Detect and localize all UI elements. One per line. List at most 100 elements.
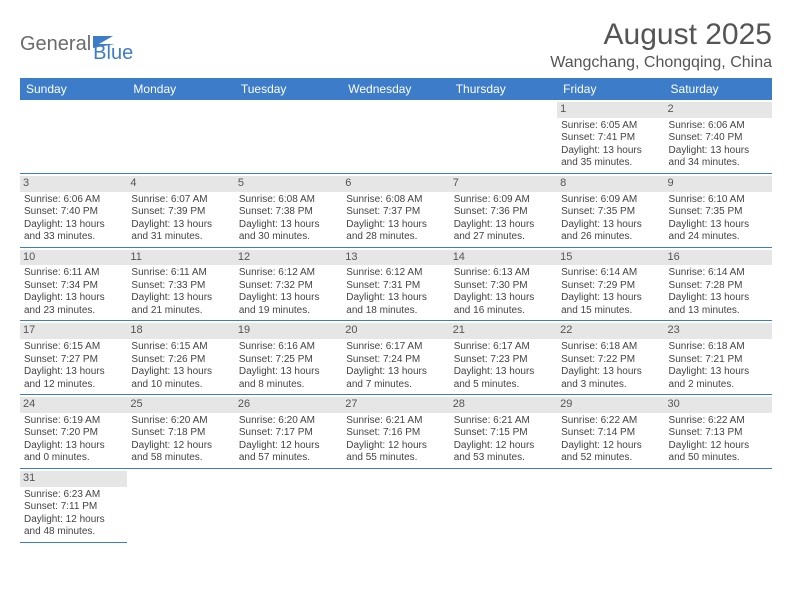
- daylight-text: Daylight: 13 hours and 31 minutes.: [131, 219, 230, 244]
- day-number: 10: [20, 250, 127, 266]
- calendar-cell: 9Sunrise: 6:10 AMSunset: 7:35 PMDaylight…: [665, 173, 772, 247]
- calendar-week-row: 1Sunrise: 6:05 AMSunset: 7:41 PMDaylight…: [20, 100, 772, 173]
- day-number: 4: [127, 176, 234, 192]
- calendar-cell: 4Sunrise: 6:07 AMSunset: 7:39 PMDaylight…: [127, 173, 234, 247]
- sunset-text: Sunset: 7:20 PM: [24, 427, 123, 440]
- daylight-text: Daylight: 12 hours and 52 minutes.: [561, 440, 660, 465]
- daylight-text: Daylight: 13 hours and 0 minutes.: [24, 440, 123, 465]
- calendar-cell: 26Sunrise: 6:20 AMSunset: 7:17 PMDayligh…: [235, 395, 342, 469]
- daylight-text: Daylight: 13 hours and 8 minutes.: [239, 366, 338, 391]
- day-header-sun: Sunday: [20, 78, 127, 100]
- day-number: 5: [235, 176, 342, 192]
- sunrise-text: Sunrise: 6:05 AM: [561, 120, 660, 133]
- calendar-cell: 13Sunrise: 6:12 AMSunset: 7:31 PMDayligh…: [342, 247, 449, 321]
- daylight-text: Daylight: 13 hours and 27 minutes.: [454, 219, 553, 244]
- daylight-text: Daylight: 13 hours and 16 minutes.: [454, 292, 553, 317]
- calendar-cell: 24Sunrise: 6:19 AMSunset: 7:20 PMDayligh…: [20, 395, 127, 469]
- day-number: 21: [450, 323, 557, 339]
- calendar-page: General Blue August 2025 Wangchang, Chon…: [0, 0, 792, 553]
- logo: General Blue: [20, 24, 133, 65]
- calendar-week-row: 17Sunrise: 6:15 AMSunset: 7:27 PMDayligh…: [20, 321, 772, 395]
- sunset-text: Sunset: 7:23 PM: [454, 354, 553, 367]
- day-number: 23: [665, 323, 772, 339]
- daylight-text: Daylight: 13 hours and 19 minutes.: [239, 292, 338, 317]
- calendar-week-row: 24Sunrise: 6:19 AMSunset: 7:20 PMDayligh…: [20, 395, 772, 469]
- calendar-cell: 18Sunrise: 6:15 AMSunset: 7:26 PMDayligh…: [127, 321, 234, 395]
- day-header-fri: Friday: [557, 78, 664, 100]
- sunset-text: Sunset: 7:28 PM: [669, 280, 768, 293]
- daylight-text: Daylight: 13 hours and 12 minutes.: [24, 366, 123, 391]
- day-number: 20: [342, 323, 449, 339]
- day-number: 19: [235, 323, 342, 339]
- daylight-text: Daylight: 13 hours and 15 minutes.: [561, 292, 660, 317]
- daylight-text: Daylight: 13 hours and 23 minutes.: [24, 292, 123, 317]
- sunrise-text: Sunrise: 6:06 AM: [24, 194, 123, 207]
- daylight-text: Daylight: 12 hours and 58 minutes.: [131, 440, 230, 465]
- sunset-text: Sunset: 7:26 PM: [131, 354, 230, 367]
- calendar-cell: [127, 100, 234, 173]
- sunrise-text: Sunrise: 6:08 AM: [346, 194, 445, 207]
- day-number: 8: [557, 176, 664, 192]
- calendar-cell: 28Sunrise: 6:21 AMSunset: 7:15 PMDayligh…: [450, 395, 557, 469]
- title-block: August 2025 Wangchang, Chongqing, China: [550, 18, 772, 72]
- daylight-text: Daylight: 13 hours and 34 minutes.: [669, 145, 768, 170]
- day-number: 6: [342, 176, 449, 192]
- daylight-text: Daylight: 13 hours and 18 minutes.: [346, 292, 445, 317]
- calendar-cell: 22Sunrise: 6:18 AMSunset: 7:22 PMDayligh…: [557, 321, 664, 395]
- calendar-cell: 16Sunrise: 6:14 AMSunset: 7:28 PMDayligh…: [665, 247, 772, 321]
- daylight-text: Daylight: 12 hours and 57 minutes.: [239, 440, 338, 465]
- sunrise-text: Sunrise: 6:11 AM: [24, 267, 123, 280]
- day-number: 16: [665, 250, 772, 266]
- calendar-cell: 3Sunrise: 6:06 AMSunset: 7:40 PMDaylight…: [20, 173, 127, 247]
- calendar-week-row: 10Sunrise: 6:11 AMSunset: 7:34 PMDayligh…: [20, 247, 772, 321]
- sunrise-text: Sunrise: 6:14 AM: [669, 267, 768, 280]
- day-number: 2: [665, 102, 772, 118]
- sunrise-text: Sunrise: 6:21 AM: [346, 415, 445, 428]
- daylight-text: Daylight: 13 hours and 30 minutes.: [239, 219, 338, 244]
- calendar-cell: 14Sunrise: 6:13 AMSunset: 7:30 PMDayligh…: [450, 247, 557, 321]
- sunset-text: Sunset: 7:35 PM: [669, 206, 768, 219]
- sunrise-text: Sunrise: 6:22 AM: [561, 415, 660, 428]
- sunset-text: Sunset: 7:32 PM: [239, 280, 338, 293]
- location-text: Wangchang, Chongqing, China: [550, 54, 772, 72]
- calendar-cell: 31Sunrise: 6:23 AMSunset: 7:11 PMDayligh…: [20, 468, 127, 542]
- calendar-cell: [665, 468, 772, 542]
- calendar-cell: 17Sunrise: 6:15 AMSunset: 7:27 PMDayligh…: [20, 321, 127, 395]
- sunset-text: Sunset: 7:22 PM: [561, 354, 660, 367]
- sunset-text: Sunset: 7:35 PM: [561, 206, 660, 219]
- calendar-cell: 15Sunrise: 6:14 AMSunset: 7:29 PMDayligh…: [557, 247, 664, 321]
- logo-text-general: General: [20, 33, 91, 56]
- calendar-cell: [450, 100, 557, 173]
- day-number: 13: [342, 250, 449, 266]
- daylight-text: Daylight: 13 hours and 24 minutes.: [669, 219, 768, 244]
- daylight-text: Daylight: 13 hours and 3 minutes.: [561, 366, 660, 391]
- calendar-cell: 1Sunrise: 6:05 AMSunset: 7:41 PMDaylight…: [557, 100, 664, 173]
- sunrise-text: Sunrise: 6:14 AM: [561, 267, 660, 280]
- day-header-row: Sunday Monday Tuesday Wednesday Thursday…: [20, 78, 772, 100]
- month-title: August 2025: [550, 18, 772, 52]
- sunrise-text: Sunrise: 6:09 AM: [561, 194, 660, 207]
- sunrise-text: Sunrise: 6:20 AM: [131, 415, 230, 428]
- day-header-wed: Wednesday: [342, 78, 449, 100]
- daylight-text: Daylight: 13 hours and 10 minutes.: [131, 366, 230, 391]
- sunset-text: Sunset: 7:27 PM: [24, 354, 123, 367]
- sunrise-text: Sunrise: 6:06 AM: [669, 120, 768, 133]
- calendar-body: 1Sunrise: 6:05 AMSunset: 7:41 PMDaylight…: [20, 100, 772, 542]
- sunset-text: Sunset: 7:36 PM: [454, 206, 553, 219]
- day-number: 30: [665, 397, 772, 413]
- sunrise-text: Sunrise: 6:16 AM: [239, 341, 338, 354]
- sunset-text: Sunset: 7:39 PM: [131, 206, 230, 219]
- sunrise-text: Sunrise: 6:13 AM: [454, 267, 553, 280]
- calendar-cell: 19Sunrise: 6:16 AMSunset: 7:25 PMDayligh…: [235, 321, 342, 395]
- sunset-text: Sunset: 7:33 PM: [131, 280, 230, 293]
- day-number: 27: [342, 397, 449, 413]
- daylight-text: Daylight: 13 hours and 5 minutes.: [454, 366, 553, 391]
- day-number: 9: [665, 176, 772, 192]
- sunrise-text: Sunrise: 6:12 AM: [239, 267, 338, 280]
- sunset-text: Sunset: 7:30 PM: [454, 280, 553, 293]
- day-number: 7: [450, 176, 557, 192]
- daylight-text: Daylight: 13 hours and 2 minutes.: [669, 366, 768, 391]
- daylight-text: Daylight: 12 hours and 53 minutes.: [454, 440, 553, 465]
- calendar-cell: 23Sunrise: 6:18 AMSunset: 7:21 PMDayligh…: [665, 321, 772, 395]
- calendar-cell: [20, 100, 127, 173]
